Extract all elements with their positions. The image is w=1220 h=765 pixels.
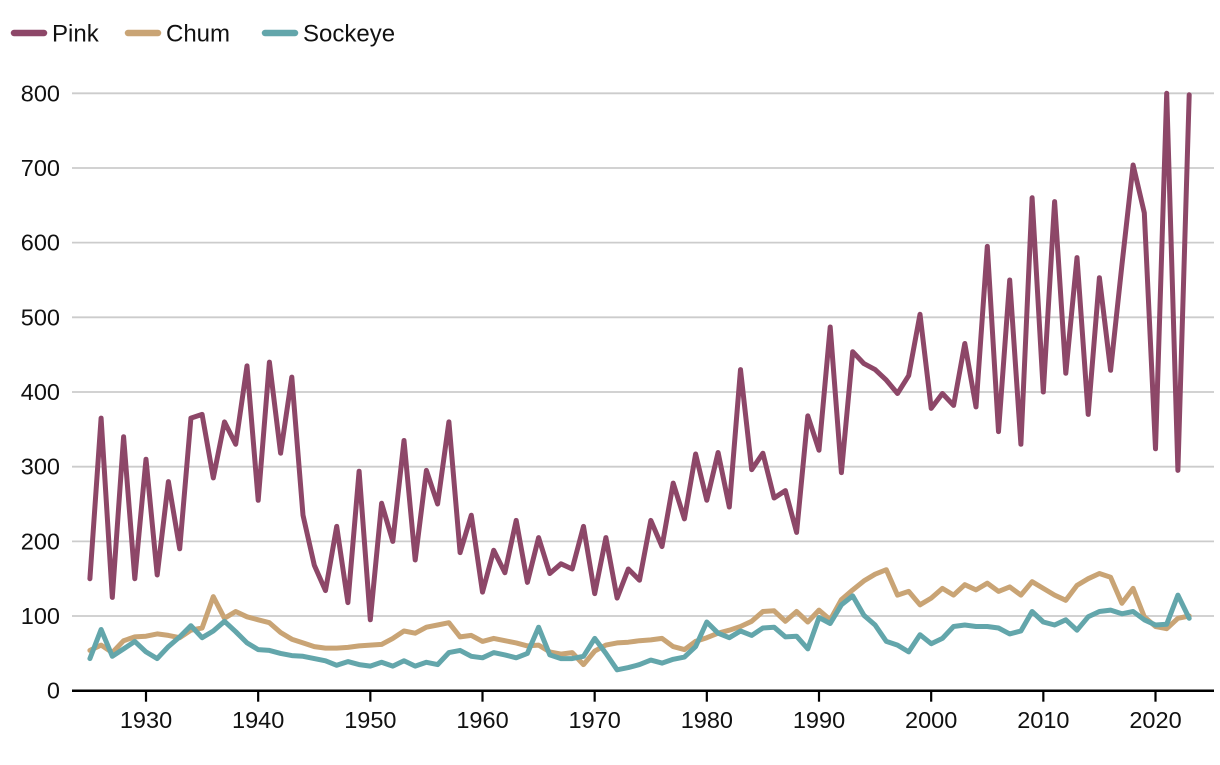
x-axis-label: 2020 bbox=[1129, 707, 1181, 733]
pink-legend-label: Pink bbox=[52, 21, 100, 48]
y-axis-label: 500 bbox=[21, 304, 60, 330]
y-axis-label: 300 bbox=[21, 454, 60, 480]
y-axis-label: 600 bbox=[21, 230, 60, 256]
y-axis-label: 800 bbox=[21, 80, 60, 106]
sockeye-line bbox=[87, 592, 1192, 673]
sockeye-legend-label: Sockeye bbox=[303, 21, 395, 48]
x-axis-label: 1970 bbox=[569, 707, 621, 733]
x-axis-label: 2010 bbox=[1017, 707, 1069, 733]
y-axis-label: 400 bbox=[21, 379, 60, 405]
y-axis-label: 700 bbox=[21, 155, 60, 181]
chum-legend-label: Chum bbox=[166, 21, 230, 48]
x-axis-label: 1990 bbox=[793, 707, 845, 733]
pink-line bbox=[87, 90, 1192, 623]
x-axis-label: 1950 bbox=[344, 707, 396, 733]
y-axis-label: 200 bbox=[21, 528, 60, 554]
x-axis-label: 1930 bbox=[120, 707, 172, 733]
x-axis-label: 1940 bbox=[232, 707, 284, 733]
y-axis-label: 0 bbox=[47, 678, 60, 704]
y-axis-label: 100 bbox=[21, 603, 60, 629]
x-axis-label: 1980 bbox=[681, 707, 733, 733]
x-axis-label: 1960 bbox=[456, 707, 508, 733]
chum-line bbox=[87, 567, 1192, 668]
x-axis-label: 2000 bbox=[905, 707, 957, 733]
